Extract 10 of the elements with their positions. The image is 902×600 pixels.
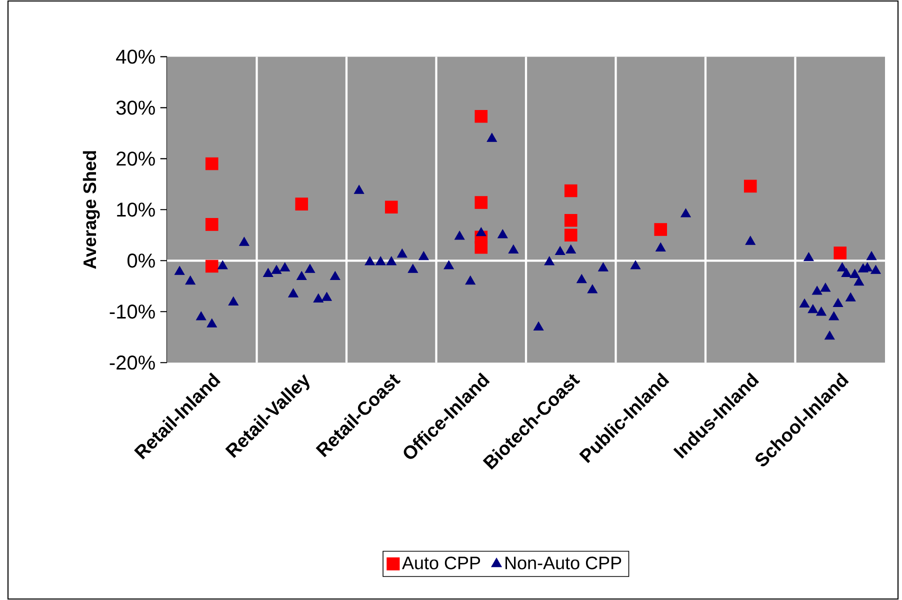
y-tick-label: 40% (116, 50, 155, 64)
legend-label: Auto CPP (402, 556, 480, 570)
y-tick-label: -20% (110, 356, 155, 370)
y-axis-title: Average Shed (82, 151, 100, 269)
y-tick-label: 0% (127, 254, 155, 268)
legend-label: Non-Auto CPP (506, 556, 622, 570)
y-tick-label: 10% (117, 202, 155, 217)
y-tick-label: 30% (116, 100, 155, 115)
y-tick-label: -10% (110, 304, 155, 319)
y-tick-label: 20% (116, 152, 155, 166)
